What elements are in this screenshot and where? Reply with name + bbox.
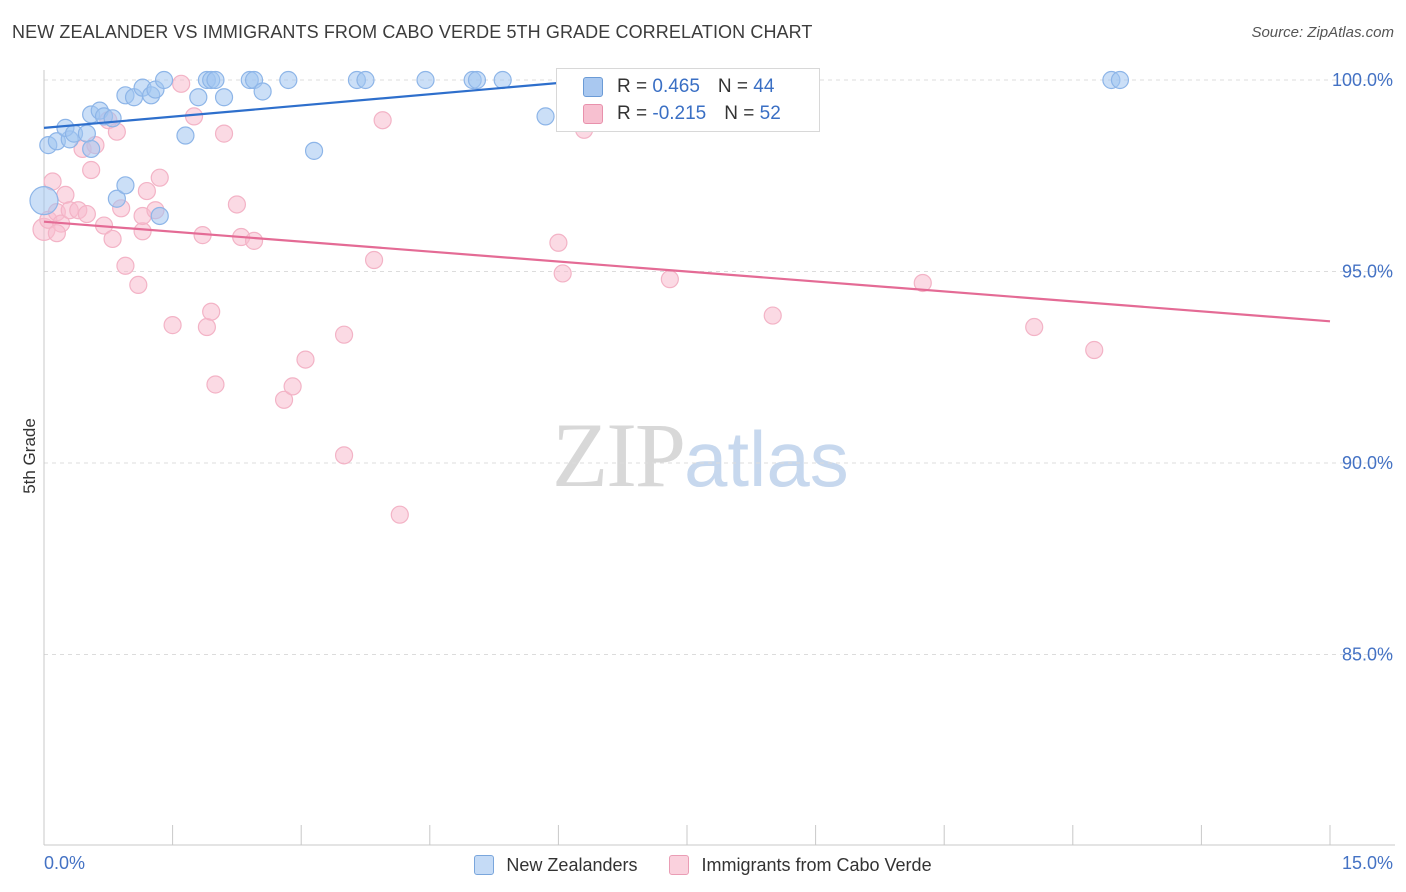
legend-item-cabo-verde[interactable]: Immigrants from Cabo Verde bbox=[669, 854, 932, 876]
point-cabo-verde bbox=[116, 256, 135, 275]
gridlines bbox=[44, 79, 1395, 655]
point-cabo-verde bbox=[390, 505, 409, 524]
trend-lines bbox=[43, 78, 1331, 323]
point-cabo-verde bbox=[137, 181, 156, 201]
point-cabo-verde bbox=[364, 250, 384, 270]
point-cabo-verde bbox=[1025, 317, 1044, 337]
point-new-zealander bbox=[493, 70, 512, 90]
x-tick-label: 15.0% bbox=[1342, 853, 1393, 873]
legend-label: New Zealanders bbox=[506, 854, 638, 875]
y-tick-label: 95.0% bbox=[1342, 262, 1393, 282]
point-new-zealander bbox=[356, 70, 375, 90]
point-cabo-verde bbox=[202, 302, 221, 321]
point-cabo-verde bbox=[163, 316, 182, 335]
point-new-zealander bbox=[176, 126, 195, 145]
trend-line-cabo-verde bbox=[43, 220, 1331, 323]
y-axis-label: 5th Grade bbox=[20, 418, 39, 494]
point-cabo-verde bbox=[283, 377, 302, 396]
n-value: 52 bbox=[759, 103, 781, 124]
point-new-zealander bbox=[103, 109, 122, 128]
point-cabo-verde bbox=[1085, 340, 1104, 360]
point-new-zealander bbox=[279, 70, 298, 90]
point-new-zealander bbox=[154, 70, 174, 90]
r-value: 0.465 bbox=[652, 76, 700, 97]
point-new-zealander bbox=[467, 70, 487, 90]
tick-labels: 85.0% 90.0% 95.0% 100.0% 0.0% 15.0% bbox=[44, 70, 1393, 873]
point-new-zealander bbox=[206, 70, 225, 90]
point-cabo-verde bbox=[197, 317, 216, 337]
point-new-zealander bbox=[29, 186, 59, 216]
point-cabo-verde bbox=[56, 185, 75, 204]
point-new-zealander bbox=[77, 124, 96, 143]
y-tick-label: 100.0% bbox=[1332, 70, 1393, 90]
legend-swatch-pink bbox=[583, 104, 603, 124]
correlation-legend: R = 0.465 N = 44 R = -0.215 N = 52 bbox=[556, 68, 820, 132]
point-cabo-verde bbox=[82, 160, 101, 180]
point-new-zealander bbox=[82, 139, 101, 159]
point-cabo-verde bbox=[150, 168, 169, 187]
point-cabo-verde bbox=[172, 74, 191, 93]
point-new-zealander bbox=[189, 88, 208, 107]
point-cabo-verde bbox=[103, 229, 122, 249]
trend-line-new-zealanders bbox=[43, 78, 593, 129]
zipatlas-watermark: ZIPatlas bbox=[552, 402, 849, 508]
point-cabo-verde bbox=[334, 325, 354, 344]
point-new-zealander bbox=[253, 82, 272, 101]
n-label: N = bbox=[724, 103, 760, 124]
r-value: -0.215 bbox=[652, 103, 707, 124]
point-cabo-verde bbox=[549, 233, 568, 252]
point-cabo-verde bbox=[214, 124, 234, 143]
legend-item-new-zealanders[interactable]: New Zealanders bbox=[474, 855, 637, 876]
r-label: R = bbox=[617, 76, 653, 97]
point-cabo-verde bbox=[913, 273, 932, 293]
point-new-zealander bbox=[416, 70, 435, 90]
r-label: R = bbox=[617, 103, 653, 124]
point-cabo-verde bbox=[373, 111, 392, 130]
point-new-zealander bbox=[214, 88, 234, 107]
legend-swatch-blue bbox=[583, 77, 603, 97]
y-tick-label: 90.0% bbox=[1342, 453, 1393, 473]
point-cabo-verde bbox=[47, 224, 66, 243]
legend-swatch-pink bbox=[669, 855, 690, 875]
point-cabo-verde bbox=[77, 204, 96, 224]
legend-row-cabo-verde: R = -0.215 N = 52 bbox=[583, 101, 781, 127]
watermark-atlas: atlas bbox=[684, 415, 849, 503]
chart-title: NEW ZEALANDER VS IMMIGRANTS FROM CABO VE… bbox=[12, 22, 813, 42]
series-new-zealanders bbox=[29, 70, 1130, 226]
point-cabo-verde bbox=[244, 231, 264, 250]
point-cabo-verde bbox=[133, 222, 152, 241]
point-cabo-verde bbox=[763, 306, 782, 325]
point-cabo-verde bbox=[129, 275, 148, 295]
point-new-zealander bbox=[1110, 70, 1130, 90]
legend-row-new-zealanders: R = 0.465 N = 44 bbox=[583, 74, 774, 100]
point-cabo-verde bbox=[660, 270, 679, 289]
axes bbox=[43, 70, 1395, 846]
point-new-zealander bbox=[116, 176, 135, 195]
point-new-zealander bbox=[150, 206, 169, 226]
y-tick-label: 85.0% bbox=[1342, 645, 1393, 665]
point-new-zealander bbox=[536, 107, 555, 126]
source-label: Source: ZipAtlas.com bbox=[1251, 24, 1394, 41]
point-cabo-verde bbox=[227, 195, 246, 214]
watermark-zip: ZIP bbox=[552, 404, 686, 506]
x-tick-label: 0.0% bbox=[44, 853, 85, 873]
legend-swatch-blue bbox=[474, 855, 495, 875]
n-value: 44 bbox=[753, 76, 775, 97]
point-new-zealander bbox=[304, 141, 324, 160]
series-cabo-verde bbox=[32, 74, 1104, 524]
point-cabo-verde bbox=[296, 350, 315, 369]
point-cabo-verde bbox=[553, 264, 572, 283]
legend-label: Immigrants from Cabo Verde bbox=[701, 854, 932, 875]
series-legend: New Zealanders Immigrants from Cabo Verd… bbox=[0, 852, 1406, 878]
point-cabo-verde bbox=[274, 390, 294, 409]
point-cabo-verde bbox=[334, 446, 354, 465]
point-new-zealander bbox=[107, 189, 126, 208]
n-label: N = bbox=[717, 76, 754, 97]
point-cabo-verde bbox=[206, 375, 225, 394]
